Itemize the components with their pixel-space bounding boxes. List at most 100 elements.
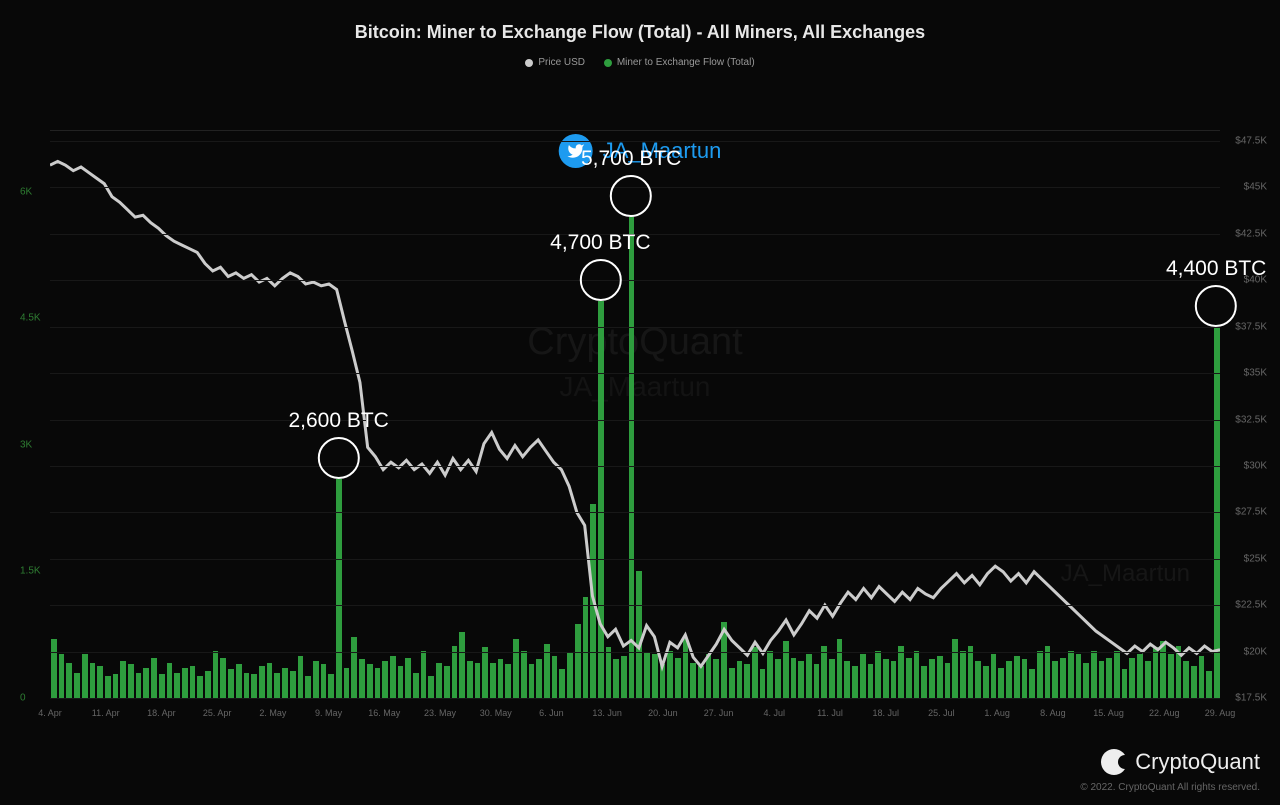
bar bbox=[213, 651, 219, 698]
bar bbox=[975, 661, 981, 698]
bar bbox=[1183, 661, 1189, 698]
bar bbox=[783, 641, 789, 698]
y-right-tick: $42.5K bbox=[1235, 228, 1267, 239]
bar bbox=[891, 661, 897, 698]
bar bbox=[844, 661, 850, 698]
bar bbox=[136, 673, 142, 698]
bar bbox=[798, 661, 804, 698]
bar bbox=[767, 651, 773, 698]
bar bbox=[667, 651, 673, 698]
bar bbox=[444, 666, 450, 698]
bar bbox=[952, 639, 958, 698]
bar bbox=[90, 663, 96, 698]
bar bbox=[721, 622, 727, 698]
bar bbox=[583, 597, 589, 698]
chart-title: Bitcoin: Miner to Exchange Flow (Total) … bbox=[0, 0, 1280, 43]
bar bbox=[120, 661, 126, 698]
bar bbox=[1145, 661, 1151, 698]
bar bbox=[713, 659, 719, 698]
bar bbox=[1083, 663, 1089, 698]
y-left-tick: 6K bbox=[20, 186, 32, 197]
bar bbox=[390, 656, 396, 698]
bar bbox=[1006, 661, 1012, 698]
x-tick: 11. Jul bbox=[817, 708, 843, 718]
bar bbox=[482, 647, 488, 698]
y-right-tick: $47.5K bbox=[1235, 136, 1267, 147]
bar bbox=[1168, 654, 1174, 698]
brand-name: CryptoQuant bbox=[1135, 749, 1260, 775]
bar bbox=[498, 659, 504, 698]
x-tick: 25. Jul bbox=[928, 708, 955, 718]
bar bbox=[1160, 641, 1166, 698]
bar bbox=[945, 663, 951, 698]
bar bbox=[452, 646, 458, 698]
y-right-tick: $35K bbox=[1244, 368, 1267, 379]
bar bbox=[559, 669, 565, 698]
bar bbox=[613, 659, 619, 698]
bar bbox=[290, 671, 296, 698]
bar bbox=[852, 666, 858, 698]
bar bbox=[167, 663, 173, 698]
x-tick: 29. Aug bbox=[1205, 708, 1236, 718]
bar bbox=[97, 666, 103, 698]
bar bbox=[552, 656, 558, 698]
y-left-tick: 0 bbox=[20, 693, 26, 704]
y-left-tick: 1.5K bbox=[20, 566, 41, 577]
bar bbox=[274, 673, 280, 698]
bar bbox=[775, 659, 781, 698]
bar bbox=[860, 654, 866, 698]
bar bbox=[1122, 669, 1128, 698]
bar bbox=[259, 666, 265, 698]
bar bbox=[529, 664, 535, 698]
x-tick: 13. Jun bbox=[592, 708, 622, 718]
bar bbox=[821, 646, 827, 698]
bar bbox=[921, 666, 927, 698]
bar bbox=[413, 673, 419, 698]
bar bbox=[1022, 659, 1028, 698]
y-right-tick: $20K bbox=[1244, 646, 1267, 657]
bar bbox=[791, 658, 797, 699]
bar bbox=[1068, 651, 1074, 698]
bar bbox=[868, 664, 874, 698]
legend-label-flow: Miner to Exchange Flow (Total) bbox=[617, 57, 755, 68]
bar bbox=[236, 664, 242, 698]
bar bbox=[328, 674, 334, 698]
y-right-tick: $37.5K bbox=[1235, 321, 1267, 332]
bar bbox=[621, 656, 627, 698]
x-tick: 4. Apr bbox=[38, 708, 62, 718]
bar bbox=[629, 217, 635, 698]
bar bbox=[1114, 651, 1120, 698]
bar bbox=[475, 663, 481, 698]
bar bbox=[51, 639, 57, 698]
bar bbox=[1206, 671, 1212, 698]
bar bbox=[351, 637, 357, 698]
legend-dot-flow bbox=[604, 59, 612, 67]
bar bbox=[1014, 656, 1020, 698]
legend-dot-price bbox=[525, 59, 533, 67]
bar bbox=[82, 654, 88, 698]
bar bbox=[1029, 669, 1035, 698]
bar bbox=[128, 664, 134, 698]
bar bbox=[998, 668, 1004, 698]
bar bbox=[983, 666, 989, 698]
bar bbox=[1052, 661, 1058, 698]
bar bbox=[321, 664, 327, 698]
x-tick: 4. Jul bbox=[764, 708, 786, 718]
bar bbox=[906, 658, 912, 699]
bar bbox=[536, 659, 542, 698]
bar bbox=[814, 664, 820, 698]
bar bbox=[313, 661, 319, 698]
y-right-tick: $30K bbox=[1244, 460, 1267, 471]
bar bbox=[359, 659, 365, 698]
bar bbox=[1176, 646, 1182, 698]
bar bbox=[883, 659, 889, 698]
bar bbox=[1045, 646, 1051, 698]
bar bbox=[66, 663, 72, 698]
bar bbox=[606, 647, 612, 698]
legend-item-price: Price USD bbox=[525, 57, 585, 68]
y-left-tick: 3K bbox=[20, 439, 32, 450]
bar bbox=[1191, 666, 1197, 698]
x-tick: 20. Jun bbox=[648, 708, 678, 718]
bar bbox=[505, 664, 511, 698]
y-left-tick: 4.5K bbox=[20, 313, 41, 324]
